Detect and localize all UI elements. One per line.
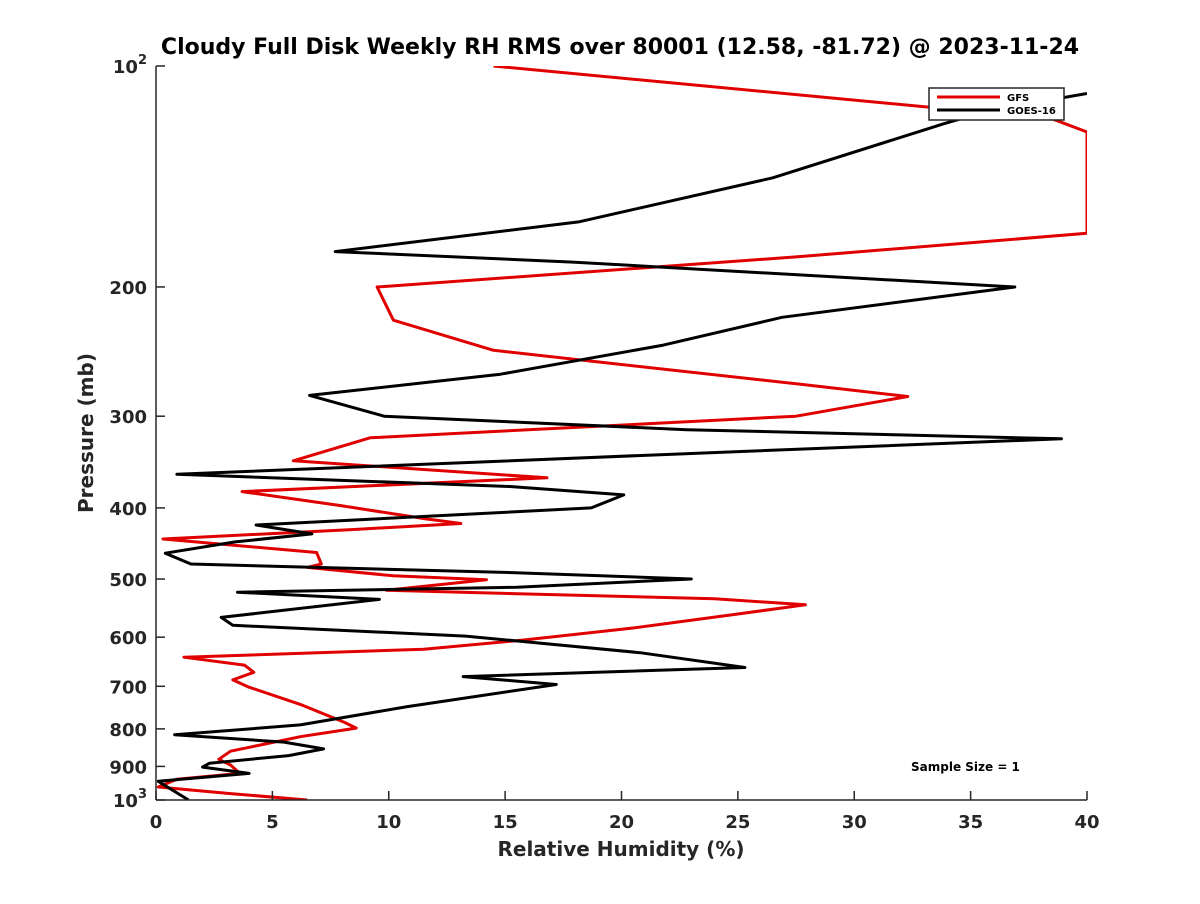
series-line-goes-16 [156, 92, 1087, 800]
x-tick-label: 10 [376, 812, 401, 833]
x-tick-label: 40 [1074, 812, 1099, 833]
y-tick-label: 200 [109, 278, 147, 299]
sample-size-annotation: Sample Size = 1 [911, 760, 1020, 774]
y-tick-label: 102 [113, 53, 147, 78]
y-tick-label: 800 [109, 720, 147, 741]
x-tick-label: 20 [609, 812, 634, 833]
legend-box [928, 87, 1065, 121]
x-tick-label: 30 [842, 812, 867, 833]
legend-label: GOES-16 [1007, 106, 1056, 117]
y-tick-label: 300 [109, 407, 147, 428]
x-axis-label: Relative Humidity (%) [497, 837, 744, 861]
y-tick-label: 700 [109, 677, 147, 698]
y-tick-label: 400 [109, 499, 147, 520]
chart-title: Cloudy Full Disk Weekly RH RMS over 8000… [161, 35, 1079, 60]
legend-label: GFS [1007, 93, 1029, 104]
y-tick-label: 500 [109, 570, 147, 591]
series-line-gfs [156, 66, 1087, 800]
y-axis-label: Pressure (mb) [74, 353, 98, 513]
y-tick-label: 900 [109, 757, 147, 778]
axes [155, 66, 1087, 801]
x-tick-label: 35 [958, 812, 983, 833]
y-ticks: 102 200 300 400 500 600 700 800 900 103 [109, 53, 165, 812]
x-ticks: 0 5 10 15 20 25 30 35 40 [150, 791, 1100, 833]
y-tick-label: 103 [113, 787, 147, 812]
plot-lines [156, 66, 1087, 800]
legend: GFS GOES-16 [928, 87, 1065, 121]
x-tick-label: 0 [150, 812, 163, 833]
x-tick-label: 15 [493, 812, 518, 833]
x-tick-label: 5 [266, 812, 279, 833]
x-tick-label: 25 [725, 812, 750, 833]
y-tick-label: 600 [109, 628, 147, 649]
